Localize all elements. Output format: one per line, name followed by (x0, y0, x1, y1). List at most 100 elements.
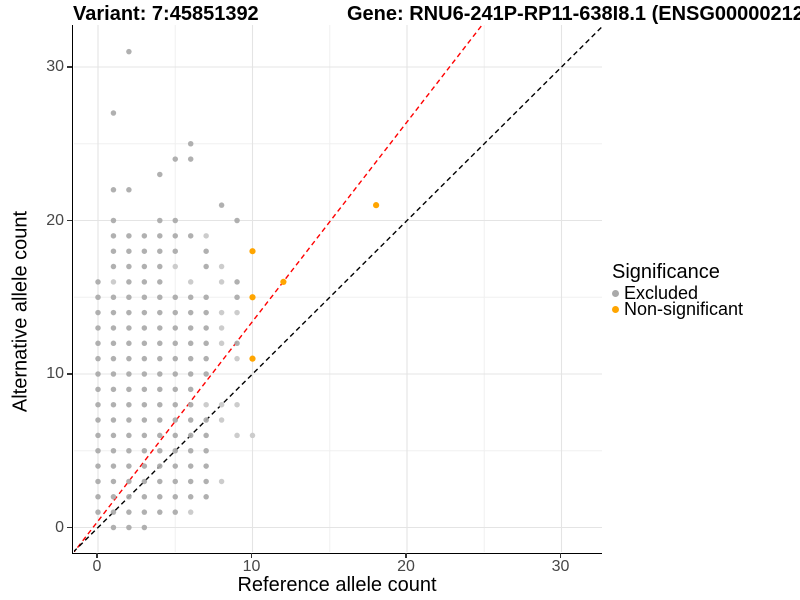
data-point (157, 355, 163, 362)
plot-canvas (74, 25, 602, 552)
data-point (203, 371, 209, 377)
legend-swatch-icon (612, 290, 619, 298)
data-point (187, 371, 194, 377)
data-point (157, 171, 163, 178)
data-point (95, 448, 101, 454)
data-point (95, 294, 101, 300)
data-point (172, 355, 178, 362)
data-point (203, 494, 209, 500)
data-point (234, 432, 240, 439)
data-point (187, 432, 194, 439)
data-point (203, 263, 209, 270)
y-axis-label: Alternative allele count (9, 210, 32, 413)
data-point (126, 279, 132, 285)
data-point (234, 294, 240, 300)
data-point (172, 156, 178, 162)
data-point (95, 463, 101, 469)
data-point (126, 187, 132, 193)
data-point (141, 294, 148, 300)
data-point (141, 524, 148, 531)
data-point (157, 340, 163, 347)
data-point (203, 417, 209, 423)
data-point (218, 325, 225, 331)
x-tick-mark (96, 553, 98, 558)
data-point (126, 340, 132, 347)
data-point (110, 187, 117, 193)
data-point (218, 340, 225, 347)
data-point (110, 401, 117, 408)
data-point (126, 401, 132, 408)
data-point (110, 509, 117, 515)
data-point (126, 48, 132, 55)
legend: Significance Excluded Non-significant (612, 261, 798, 317)
legend-item-excluded: Excluded (612, 283, 798, 303)
data-point (157, 248, 163, 254)
data-point (172, 325, 178, 331)
data-point (203, 340, 209, 347)
data-point (187, 448, 194, 454)
x-tick-mark (559, 553, 562, 558)
data-point (187, 417, 194, 423)
data-point (234, 355, 240, 362)
data-point (373, 202, 380, 209)
data-point (110, 279, 117, 285)
data-point (110, 371, 117, 377)
data-point (187, 294, 194, 300)
data-point (157, 432, 163, 439)
data-point (141, 248, 148, 254)
data-point (126, 233, 132, 239)
data-point (172, 263, 178, 270)
gene-title: Gene: RNU6-241P-RP11-638I8.1 (ENSG000002… (347, 3, 800, 25)
data-point (110, 217, 117, 224)
variant-title: Variant: 7:45851392 (73, 3, 259, 25)
data-point (141, 325, 148, 331)
data-point (95, 401, 101, 408)
data-point (126, 309, 132, 316)
data-point (187, 233, 194, 239)
y-tick-label: 10 (46, 365, 64, 382)
data-point (126, 417, 132, 423)
data-point (157, 325, 163, 331)
data-point (141, 432, 148, 439)
data-point (95, 432, 101, 439)
data-point (187, 401, 194, 408)
data-point (157, 478, 163, 485)
data-point (157, 233, 163, 239)
data-point (141, 279, 148, 285)
data-point (126, 325, 132, 331)
x-tick-label: 10 (242, 558, 261, 575)
expected-ratio-line (74, 25, 483, 552)
data-point (172, 463, 178, 469)
data-point (187, 309, 194, 316)
data-point (187, 478, 194, 485)
data-point (110, 340, 117, 347)
data-point (126, 463, 132, 469)
data-point (141, 309, 148, 316)
data-point (172, 417, 178, 423)
data-point (141, 494, 148, 500)
data-point (110, 463, 117, 469)
data-point (187, 355, 194, 362)
legend-item-label: Excluded (624, 283, 699, 303)
data-point (95, 509, 101, 515)
data-point (203, 233, 209, 239)
data-point (157, 401, 163, 408)
data-point (172, 478, 178, 485)
data-point (95, 325, 101, 331)
data-point (218, 309, 225, 316)
data-point (172, 509, 178, 515)
data-point (203, 294, 209, 300)
data-point (218, 202, 225, 208)
non-significant-points (249, 202, 380, 362)
data-point (141, 463, 148, 469)
data-point (157, 294, 163, 300)
data-point (126, 478, 132, 485)
data-point (157, 463, 163, 469)
data-point (203, 355, 209, 362)
data-point (172, 386, 178, 393)
data-point (110, 494, 117, 500)
data-point (95, 478, 101, 485)
legend-item-label: Non-significant (624, 298, 744, 319)
data-point (203, 325, 209, 331)
data-point (157, 371, 163, 377)
